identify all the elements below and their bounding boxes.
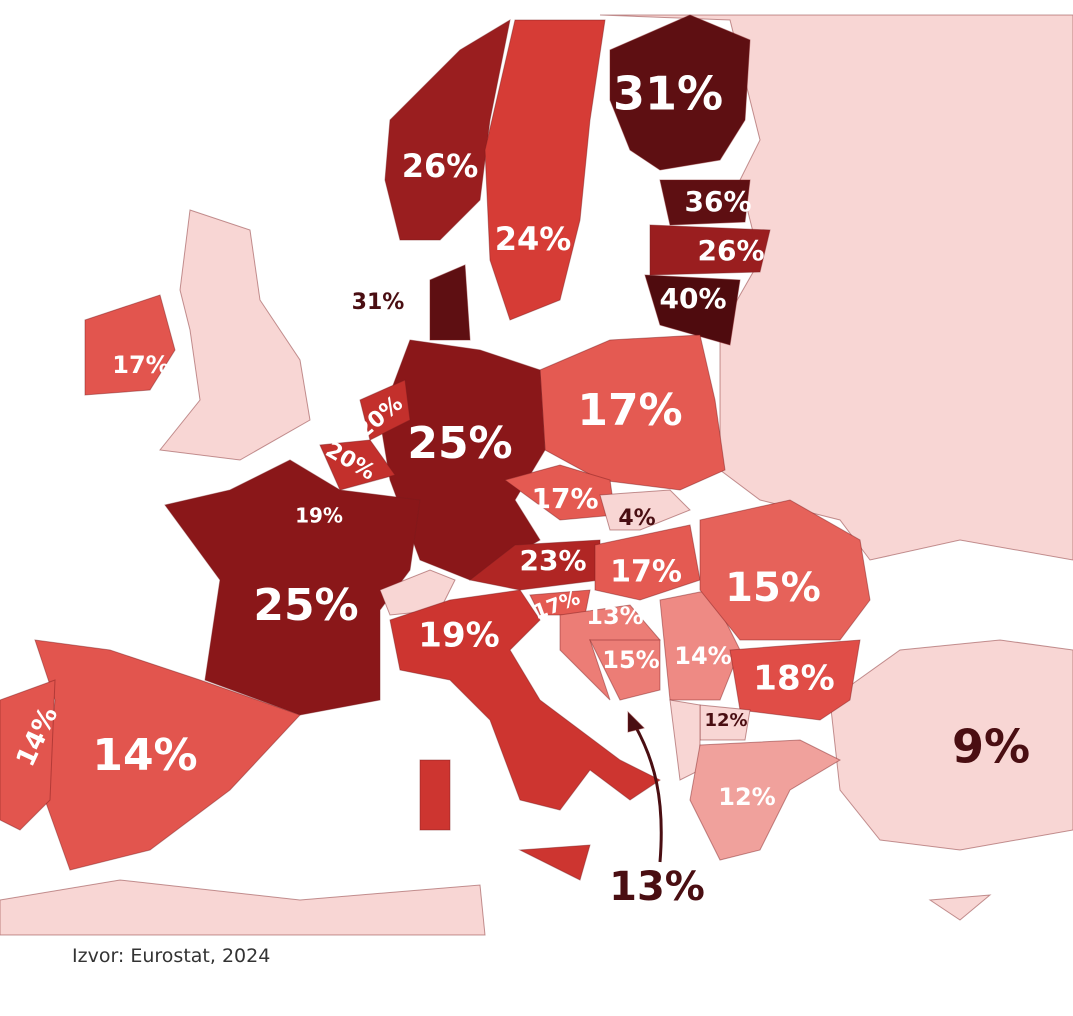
- region-label: 17%: [112, 351, 169, 379]
- estonia: [659, 179, 751, 226]
- sicily: [518, 844, 591, 881]
- arrow: [631, 721, 663, 863]
- north-africa: [0, 879, 486, 936]
- denmark: [429, 264, 471, 341]
- region-label: 18%: [753, 659, 834, 699]
- region-label: 17%: [577, 385, 682, 436]
- switzerland: [379, 569, 456, 616]
- slovakia: [599, 489, 691, 531]
- region-label: 36%: [684, 185, 751, 218]
- region-label: 24%: [495, 220, 572, 258]
- region-label: 31%: [352, 290, 405, 315]
- source: Izvor: Eurostat, 2024: [72, 945, 270, 967]
- region-label: 14%: [92, 730, 197, 781]
- region-label: 9%: [952, 720, 1030, 774]
- land: [0, 14, 1073, 936]
- region-label: 40%: [659, 282, 726, 315]
- turkey: [829, 639, 1073, 851]
- region-label: 15%: [725, 565, 821, 611]
- norway: [384, 18, 511, 241]
- region-label: 19%: [295, 504, 343, 528]
- cyprus: [928, 894, 992, 921]
- region-label: 19%: [418, 616, 499, 656]
- germany: [379, 339, 546, 581]
- region-label: 23%: [519, 544, 586, 577]
- greece: [689, 739, 842, 861]
- region-label: 15%: [602, 646, 659, 674]
- ireland: [84, 294, 176, 396]
- east-region: [599, 14, 1073, 561]
- arrow-head: [627, 710, 645, 733]
- region-label: 17%: [531, 482, 598, 515]
- italy: [389, 589, 661, 811]
- region-label: 12%: [718, 783, 775, 811]
- finland: [609, 14, 751, 171]
- sardinia: [419, 759, 451, 831]
- region-label: 4%: [618, 506, 655, 531]
- region-label: 25%: [253, 580, 358, 631]
- labels: 31%26%24%36%26%40%31%17%17%20% 25%20%19%1…: [11, 67, 1030, 911]
- region-label: 26%: [697, 234, 764, 267]
- region-label: 17%: [610, 555, 682, 590]
- poland: [539, 334, 726, 491]
- bulgaria: [729, 639, 861, 721]
- region-label: 13%: [586, 602, 643, 630]
- region-label: 12%: [704, 710, 747, 731]
- region-label: 31%: [613, 67, 723, 121]
- uk: [159, 209, 311, 461]
- region-label: 26%: [402, 147, 479, 185]
- lithuania: [644, 274, 741, 346]
- portugal: [0, 679, 56, 831]
- region-label: 13%: [609, 864, 705, 910]
- netherlands: [359, 379, 411, 441]
- bosnia: [589, 639, 661, 701]
- romania: [699, 499, 871, 641]
- sweden: [484, 19, 606, 321]
- hungary: [594, 524, 701, 601]
- belgium: [319, 439, 396, 491]
- latvia: [649, 224, 771, 276]
- region-label: 14%: [674, 642, 731, 670]
- region-label: 25%: [407, 418, 512, 469]
